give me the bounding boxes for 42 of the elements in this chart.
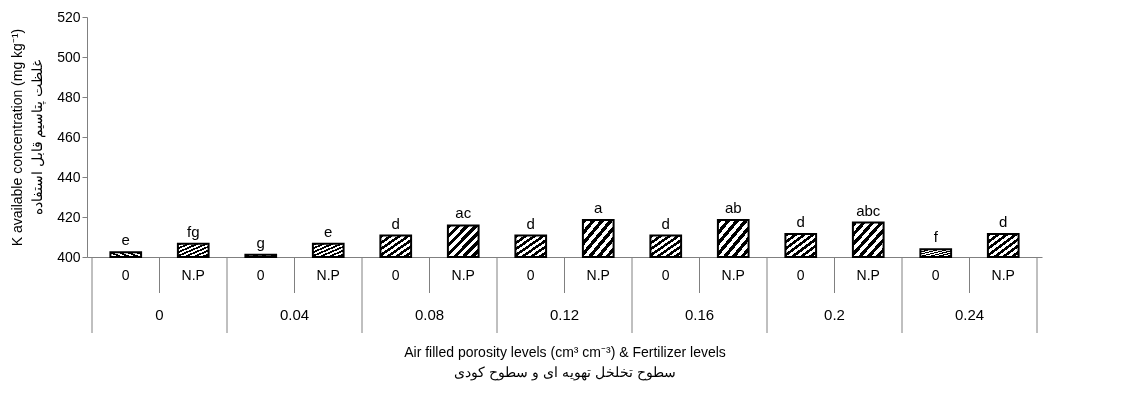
data-label: ac [455, 204, 472, 222]
x-tick-label: N.P [856, 267, 880, 283]
y-tick-label: 500 [57, 48, 81, 65]
text: 0 [155, 306, 164, 323]
data-label: d [526, 214, 535, 232]
data-label: e [121, 231, 130, 249]
text: 0.12 [549, 306, 580, 323]
x-tick-label: N.P [451, 267, 475, 283]
data-label: d [999, 213, 1008, 230]
data-label: f [933, 228, 939, 246]
text: 0.2 [824, 306, 845, 323]
y-tick-label: 440 [57, 168, 81, 185]
text: 0.16 [684, 306, 715, 323]
x-tick-label: N.P [181, 267, 205, 283]
data-label: d [391, 214, 400, 232]
y-tick-label: 480 [57, 88, 81, 105]
x-tick-label: 0 [931, 267, 940, 283]
data-label: e [324, 222, 333, 240]
x-tick-label: 0 [796, 267, 805, 283]
x-tick-label: 0 [526, 267, 535, 283]
x-tick-label: 0 [256, 267, 265, 283]
x-tick-label: N.P [991, 267, 1015, 283]
y-tick-label: 400 [57, 248, 81, 265]
x-tick-label: 0 [121, 267, 130, 283]
x-tick-label: N.P [586, 267, 610, 283]
data-label: d [796, 213, 805, 230]
y-tick-label: 460 [57, 128, 81, 145]
data-label: fg [186, 222, 200, 240]
data-label: abc [856, 201, 881, 219]
text: 0.24 [954, 306, 985, 323]
text: 0.04 [279, 306, 310, 323]
x-tick-label: N.P [721, 267, 745, 283]
y-tick-label: 420 [57, 208, 81, 225]
data-label: d [661, 214, 670, 232]
data-label: a [594, 199, 604, 216]
x-tick-label: 0 [661, 267, 670, 283]
text: 0.08 [414, 306, 445, 323]
x-tick-label: N.P [316, 267, 340, 283]
data-label: ab [724, 199, 742, 216]
data-label: g [256, 233, 265, 251]
x-tick-label: 0 [391, 267, 400, 283]
y-tick-label: 520 [57, 8, 81, 25]
